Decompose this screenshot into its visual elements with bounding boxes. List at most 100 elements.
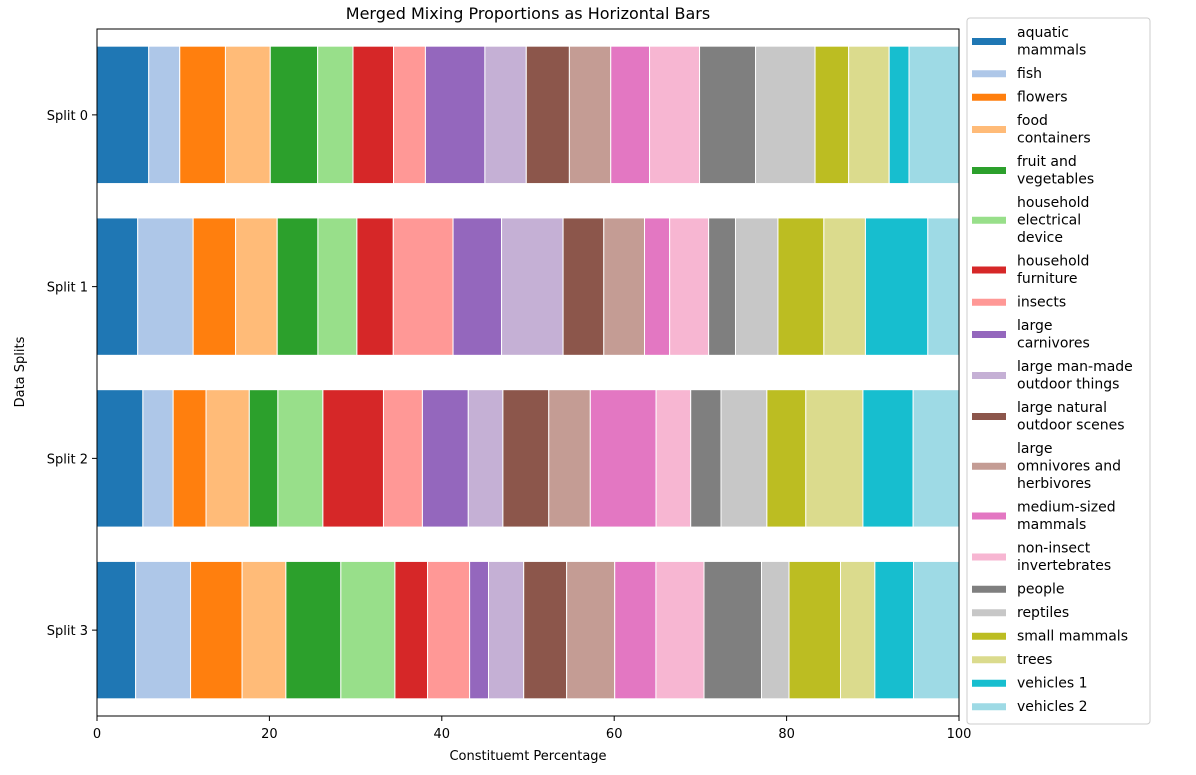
- bar-segment-split0-series19: [908, 45, 960, 185]
- bar-segment-split1-series9: [501, 217, 564, 356]
- bar-segment-split1-series2: [192, 217, 237, 356]
- x-tick-label: 20: [261, 727, 278, 742]
- x-axis-ticks: 0 20 40 60 80 100: [93, 716, 972, 742]
- legend-swatch: [972, 462, 1006, 470]
- legend-label: people: [1017, 582, 1064, 598]
- bar-segment-split0-series8: [424, 45, 486, 185]
- bar-segment-split3-series4: [285, 560, 342, 700]
- legend-label: large carnivores: [1017, 318, 1090, 352]
- bar-segment-split3-series0: [96, 560, 137, 700]
- bar-segment-split3-series5: [340, 560, 396, 700]
- legend-items: aquatic mammals fish flowers food containers f…: [972, 25, 1133, 715]
- bar-segment-split2-series17: [805, 389, 864, 528]
- x-tick-label: 80: [778, 727, 795, 742]
- bar-segment-split0-series17: [848, 45, 890, 185]
- bar-segment-split3-series8: [469, 560, 490, 700]
- legend-swatch: [972, 585, 1006, 593]
- bar-segment-split3-series19: [913, 560, 960, 700]
- bar-segment-split3-series18: [874, 560, 914, 700]
- bar-segment-split2-series6: [322, 389, 384, 528]
- legend-label: large natural outdoor scenes: [1017, 400, 1125, 434]
- legend-swatch: [972, 266, 1006, 274]
- legend-box: [966, 17, 1151, 725]
- bar-segment-split3-series15: [761, 560, 790, 700]
- legend-swatch: [972, 703, 1006, 711]
- legend-swatch: [972, 126, 1006, 133]
- bar-segment-split1-series18: [864, 217, 929, 356]
- bar-segment-split2-series7: [382, 389, 423, 528]
- legend-swatch: [972, 216, 1006, 224]
- bar-segment-split0-series9: [484, 45, 527, 185]
- bar-segment-split1-series0: [96, 217, 139, 356]
- legend: aquatic mammals fish flowers food containers f…: [966, 17, 1151, 725]
- bar-segment-split1-series5: [317, 217, 358, 356]
- legend-label: medium-sized mammals: [1017, 500, 1116, 534]
- bar-segment-split2-series9: [467, 389, 504, 528]
- bar-segment-split0-series11: [568, 45, 612, 185]
- bar-segment-split0-series2: [179, 45, 226, 185]
- legend-label: small mammals: [1017, 629, 1128, 645]
- legend-label: vehicles 2: [1017, 699, 1088, 715]
- bar-segment-split2-series19: [912, 389, 960, 528]
- chart-title: Merged Mixing Proportions as Horizontal …: [346, 4, 710, 23]
- bar-segment-split2-series1: [142, 389, 174, 528]
- bar-segment-split0-series6: [352, 45, 395, 185]
- bar-segment-split1-series1: [137, 217, 194, 356]
- bar-segment-split3-series9: [488, 560, 525, 700]
- bar-segment-split0-series15: [755, 45, 816, 185]
- bar-segment-split1-series19: [927, 217, 960, 356]
- legend-label: insects: [1017, 295, 1066, 311]
- bar-segment-split0-series16: [814, 45, 850, 185]
- bar-segment-split1-series12: [644, 217, 671, 356]
- bar-segment-split2-series16: [766, 389, 807, 528]
- bar-segment-split2-series3: [205, 389, 250, 528]
- bar-segment-split2-series15: [720, 389, 768, 528]
- bar-segment-split3-series17: [840, 560, 876, 700]
- bar-segment-split0-series0: [96, 45, 150, 185]
- x-tick-label: 0: [93, 727, 101, 742]
- legend-label: household electrical device: [1017, 195, 1089, 246]
- bar-segment-split3-series12: [614, 560, 657, 700]
- legend-label: large omnivores and herbivores: [1017, 441, 1121, 492]
- bar-segment-split0-series13: [649, 45, 701, 185]
- bar-segment-split3-series16: [788, 560, 842, 700]
- bar-segment-split3-series1: [135, 560, 192, 700]
- legend-label: fruit and vegetables: [1017, 154, 1094, 188]
- x-tick-label: 100: [947, 727, 972, 742]
- bar-segment-split1-series11: [603, 217, 646, 356]
- legend-label: food containers: [1017, 113, 1091, 147]
- legend-swatch: [972, 298, 1006, 306]
- legend-label: flowers: [1017, 90, 1068, 106]
- bar-segment-split2-series10: [502, 389, 550, 528]
- bar-segment-split3-series2: [190, 560, 243, 700]
- bar-segment-split1-series13: [669, 217, 710, 356]
- legend-swatch: [972, 553, 1006, 561]
- bar-segment-split2-series4: [248, 389, 279, 528]
- bar-segment-split3-series10: [523, 560, 568, 700]
- bar-segment-split1-series17: [823, 217, 866, 356]
- legend-label: large man-made outdoor things: [1017, 359, 1133, 393]
- x-tick-label: 60: [606, 727, 623, 742]
- y-tick-label: Split 0: [47, 109, 88, 124]
- plot-area-frame: [96, 28, 960, 717]
- legend-swatch: [972, 413, 1006, 420]
- bar-segment-split2-series11: [548, 389, 591, 528]
- bar-segment-split2-series12: [589, 389, 657, 528]
- bar-segment-split3-series6: [394, 560, 429, 700]
- legend-swatch: [972, 679, 1006, 687]
- bar-segment-split0-series7: [393, 45, 426, 185]
- bar-segment-split3-series13: [655, 560, 705, 700]
- bar-segment-split3-series3: [241, 560, 287, 700]
- bar-segment-split3-series11: [566, 560, 616, 700]
- y-tick-label: Split 2: [47, 452, 88, 467]
- x-tick-label: 40: [434, 727, 451, 742]
- bar-segment-split1-series3: [235, 217, 278, 356]
- bar-segment-split0-series18: [888, 45, 910, 185]
- legend-label: reptiles: [1017, 605, 1069, 621]
- legend-swatch: [972, 656, 1006, 664]
- bar-segment-split1-series14: [708, 217, 736, 356]
- bar-segment-split3-series14: [703, 560, 763, 700]
- y-tick-label: Split 1: [47, 281, 88, 296]
- bar-segment-split0-series4: [269, 45, 319, 185]
